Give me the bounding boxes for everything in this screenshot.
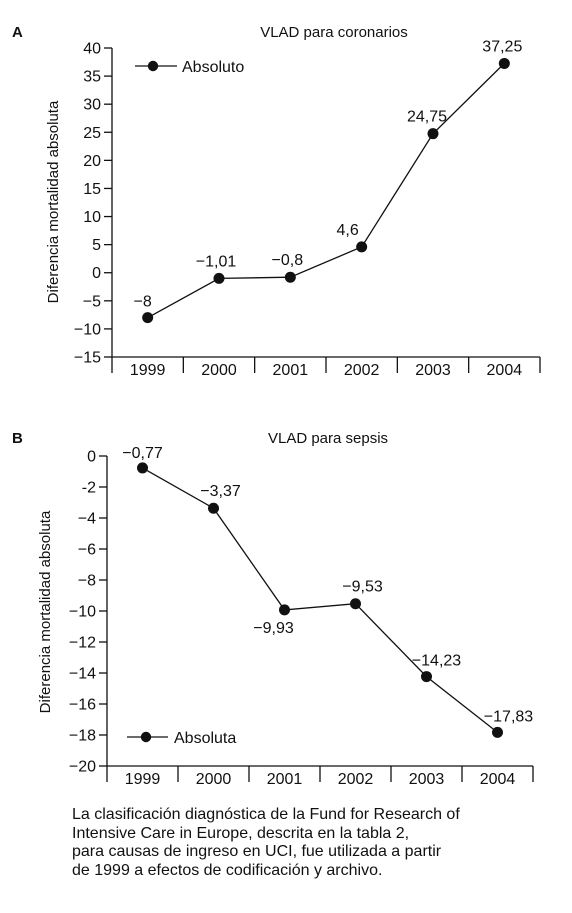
data-point bbox=[427, 128, 439, 140]
data-label: −0,8 bbox=[272, 252, 304, 269]
y-tick-label: 0 bbox=[87, 449, 96, 466]
data-label: −1,01 bbox=[196, 253, 237, 270]
figure-caption: La clasificación diagnóstica de la Fund … bbox=[72, 806, 552, 880]
x-tick-label: 2004 bbox=[487, 362, 523, 379]
y-tick-label: −6 bbox=[78, 542, 96, 559]
y-axis-label-b: Diferencia mortalidad absoluta bbox=[37, 510, 54, 713]
data-label: −14,23 bbox=[412, 653, 461, 670]
y-tick-label: −12 bbox=[69, 635, 96, 652]
y-tick-label: 35 bbox=[83, 69, 101, 86]
x-tick-label: 2001 bbox=[267, 771, 303, 788]
axes-a: 40 35 30 25 20 15 10 5 0 −5 −10 −15 1999 2000 2001 2002… bbox=[74, 41, 541, 379]
data-label: −3,37 bbox=[200, 483, 241, 500]
legend-a: Absoluto bbox=[135, 59, 244, 76]
data-point bbox=[356, 241, 368, 253]
data-point bbox=[213, 272, 225, 284]
caption-line: Intensive Care in Europe, descrita en la… bbox=[72, 824, 410, 842]
y-tick-label: −10 bbox=[74, 321, 101, 338]
x-tick-label: 1999 bbox=[130, 362, 166, 379]
chart-panel-a: A VLAD para coronarios Diferencia mortal… bbox=[12, 24, 541, 379]
y-tick-label: −16 bbox=[69, 697, 96, 714]
data-label: −9,53 bbox=[342, 579, 383, 596]
series-line bbox=[142, 467, 498, 733]
caption-line: de 1999 a efectos de codificación y arch… bbox=[72, 861, 383, 879]
x-tick-label: 2000 bbox=[196, 771, 232, 788]
y-tick-label: −10 bbox=[69, 604, 96, 621]
x-tick-label: 2004 bbox=[480, 771, 516, 788]
y-tick-label: −8 bbox=[78, 573, 96, 590]
legend-marker-b bbox=[140, 731, 152, 743]
y-tick-label: 20 bbox=[83, 153, 101, 170]
x-tick-label: 2000 bbox=[201, 362, 237, 379]
figure: A VLAD para coronarios Diferencia mortal… bbox=[12, 24, 541, 788]
chart-title-a: VLAD para coronarios bbox=[260, 24, 408, 41]
data-label: 4,6 bbox=[337, 222, 359, 239]
panel-label-a: A bbox=[12, 24, 23, 41]
caption-line: para causas de ingreso en UCI, fue utili… bbox=[72, 843, 442, 860]
legend-label-a: Absoluto bbox=[182, 59, 244, 76]
x-tick-label: 2003 bbox=[415, 362, 451, 379]
x-tick-label: 1999 bbox=[125, 771, 161, 788]
data-point bbox=[279, 604, 290, 616]
axes-b: 0 -2 −4 −6 −8 −10 −12 −14 −16 −18 −20 1999 2000 2001 2… bbox=[69, 449, 534, 788]
data-label: −8 bbox=[134, 294, 152, 311]
data-point bbox=[421, 671, 432, 683]
y-tick-label: −20 bbox=[69, 759, 96, 776]
y-axis-label-a: Diferencia mortalidad absoluta bbox=[45, 100, 62, 303]
data-label: −9,93 bbox=[253, 620, 294, 637]
data-label: 24,75 bbox=[407, 109, 447, 126]
y-tick-label: 25 bbox=[83, 125, 101, 142]
data-point bbox=[137, 462, 148, 474]
data-point bbox=[208, 502, 219, 514]
data-point bbox=[142, 312, 154, 324]
data-point bbox=[498, 57, 510, 69]
chart-title-b: VLAD para sepsis bbox=[268, 430, 388, 447]
legend-label-b: Absoluta bbox=[174, 730, 236, 747]
data-point bbox=[350, 598, 361, 610]
y-tick-label: 15 bbox=[83, 181, 101, 198]
data-label: −17,83 bbox=[484, 708, 533, 725]
panel-label-b: B bbox=[12, 430, 23, 447]
chart-panel-b: B VLAD para sepsis Diferencia mortalidad… bbox=[12, 430, 534, 788]
y-tick-label: 30 bbox=[83, 97, 101, 114]
data-label: −0,77 bbox=[122, 445, 163, 462]
series-a: −8 −1,01 −0,8 4,6 24,75 37,25 bbox=[134, 38, 522, 324]
y-tick-label: −15 bbox=[74, 350, 101, 367]
data-point bbox=[284, 271, 296, 283]
y-tick-label: −4 bbox=[78, 511, 96, 528]
series-line bbox=[147, 62, 505, 319]
x-tick-label: 2001 bbox=[273, 362, 309, 379]
y-tick-label: -2 bbox=[82, 480, 96, 497]
y-tick-label: −14 bbox=[69, 666, 96, 683]
legend-marker-a bbox=[147, 60, 159, 72]
y-tick-label: −5 bbox=[83, 293, 101, 310]
x-tick-label: 2002 bbox=[338, 771, 374, 788]
y-tick-label: 0 bbox=[92, 265, 101, 282]
series-b: −0,77 −3,37 −9,93 −9,53 −14,23 −17,83 bbox=[122, 445, 533, 738]
data-label: 37,25 bbox=[482, 38, 522, 55]
x-tick-label: 2002 bbox=[344, 362, 380, 379]
data-point bbox=[492, 726, 503, 738]
y-tick-label: 40 bbox=[83, 41, 101, 58]
y-tick-label: 5 bbox=[92, 237, 101, 254]
legend-b: Absoluta bbox=[127, 730, 236, 747]
x-tick-label: 2003 bbox=[409, 771, 445, 788]
caption-line: La clasificación diagnóstica de la Fund … bbox=[72, 806, 460, 823]
y-tick-label: 10 bbox=[83, 209, 101, 226]
y-tick-label: −18 bbox=[69, 728, 96, 745]
